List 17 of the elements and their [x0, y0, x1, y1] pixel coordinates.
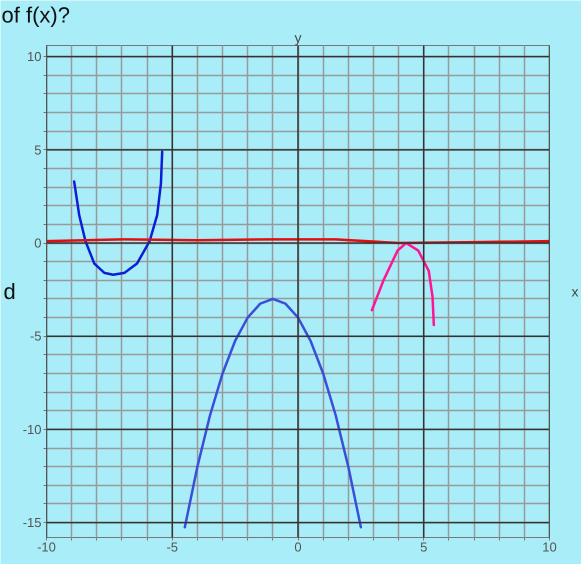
text: d: [3, 279, 16, 304]
line-series: [72, 150, 164, 276]
y-tick-label: 0: [34, 236, 42, 251]
y-tick-label: -15: [22, 515, 42, 530]
line-series: [184, 298, 362, 528]
x-tick-label: -5: [166, 540, 178, 554]
y-tick-label: 5: [34, 142, 42, 158]
x-tick-label: 5: [420, 540, 428, 554]
x-tick-label: 0: [294, 540, 302, 554]
y-axis-title: y: [294, 30, 302, 46]
y-tick-label: -10: [22, 422, 42, 437]
line-series: [370, 242, 436, 326]
x-tick-label: 10: [542, 540, 557, 554]
y-tick-label: 10: [27, 49, 42, 64]
y-tick-label: -5: [30, 328, 42, 344]
text: of f(x)?: [2, 2, 70, 28]
x-axis-title: x: [572, 284, 578, 300]
